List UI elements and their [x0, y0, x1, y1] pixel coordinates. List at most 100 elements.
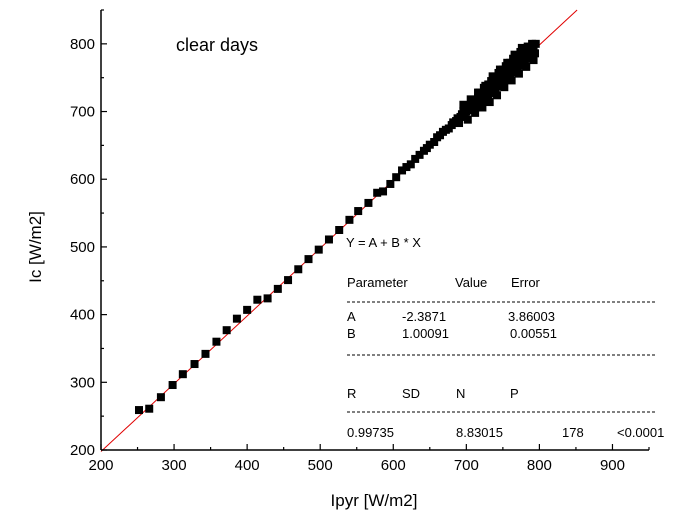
data-point — [531, 49, 540, 58]
data-point — [294, 265, 303, 274]
data-point — [402, 163, 411, 172]
data-point — [406, 160, 415, 169]
data-point — [430, 138, 439, 146]
fit-row-b-name: B — [347, 326, 356, 341]
fit-row-a-error: 3.86003 — [508, 309, 555, 324]
data-point — [392, 173, 401, 182]
x-tick-label: 900 — [600, 457, 625, 474]
data-point — [324, 235, 333, 244]
x-tick-label: 600 — [381, 457, 406, 474]
data-point — [471, 104, 480, 113]
data-point — [253, 295, 262, 304]
data-point — [523, 54, 532, 63]
fit-row-b-value: 1.00091 — [402, 326, 449, 341]
data-point — [201, 349, 210, 358]
data-point — [510, 50, 519, 59]
stats-header-r: R — [347, 386, 356, 401]
data-point — [509, 68, 518, 77]
x-tick-label: 800 — [527, 457, 552, 474]
y-tick-label: 700 — [70, 104, 95, 121]
data-point — [134, 406, 143, 415]
x-axis-label: Ipyr [W/m2] — [331, 491, 418, 510]
annotation-clear-days: clear days — [176, 35, 258, 55]
data-point — [466, 106, 475, 115]
y-tick-label: 400 — [70, 307, 95, 324]
data-point — [263, 294, 272, 303]
data-point — [503, 58, 512, 67]
fit-header-value: Value — [455, 275, 487, 290]
data-point — [463, 115, 472, 124]
data-point — [232, 314, 241, 323]
data-point — [304, 255, 313, 264]
data-point — [222, 326, 231, 335]
x-ticks: 200 300 400 500 600 700 800 900 — [88, 444, 650, 474]
data-point — [495, 65, 504, 74]
stats-value-p: <0.0001 — [617, 425, 664, 440]
y-tick-label: 800 — [70, 36, 95, 53]
x-tick-label: 500 — [308, 457, 333, 474]
data-point — [493, 91, 502, 100]
data-point — [522, 62, 531, 71]
data-point — [471, 108, 480, 117]
data-point — [484, 94, 493, 102]
data-point — [460, 111, 469, 120]
x-tick-label: 700 — [454, 457, 479, 474]
data-point — [373, 188, 382, 197]
data-point — [466, 95, 475, 104]
data-point — [529, 56, 538, 65]
x-tick-label: 300 — [162, 457, 187, 474]
data-point — [273, 284, 282, 293]
fit-header-parameter: Parameter — [347, 275, 408, 290]
data-point — [517, 43, 526, 52]
data-point — [507, 76, 516, 85]
data-point — [212, 337, 221, 346]
data-point — [479, 97, 488, 106]
data-point — [501, 75, 510, 84]
data-point — [386, 179, 395, 188]
data-point — [354, 207, 363, 216]
stats-header-n: N — [456, 386, 465, 401]
data-point — [494, 82, 503, 91]
y-tick-label: 600 — [70, 171, 95, 188]
data-point — [178, 370, 187, 379]
y-tick-label: 300 — [70, 374, 95, 391]
data-point — [488, 72, 497, 81]
stats-value-n: 178 — [562, 425, 584, 440]
data-point — [474, 88, 483, 97]
data-point — [516, 61, 525, 70]
fit-header-error: Error — [511, 275, 541, 290]
data-point — [156, 393, 165, 402]
data-point — [455, 119, 464, 128]
data-point — [500, 83, 509, 92]
y-tick-label: 500 — [70, 239, 95, 256]
y-tick-label: 200 — [70, 442, 95, 459]
stats-value-r: 0.99735 — [347, 425, 394, 440]
data-point — [425, 140, 434, 149]
data-point — [345, 215, 354, 224]
y-axis-label: Ic [W/m2] — [26, 211, 45, 283]
x-tick-label: 400 — [235, 457, 260, 474]
x-tick-label: 200 — [88, 457, 113, 474]
data-point — [520, 58, 529, 67]
data-point — [411, 154, 420, 163]
data-point — [531, 39, 540, 48]
data-point — [485, 98, 494, 107]
data-point — [314, 245, 323, 254]
fit-table: Y = A + B * X Parameter Value Error A -2… — [346, 235, 664, 440]
stats-header-p: P — [510, 386, 519, 401]
data-point — [364, 198, 373, 207]
fit-equation: Y = A + B * X — [346, 235, 421, 250]
data-point — [379, 187, 388, 196]
data-point — [481, 81, 490, 90]
data-point — [335, 226, 344, 234]
data-point — [459, 100, 468, 109]
fit-row-a-name: A — [347, 309, 356, 324]
data-point — [478, 103, 487, 112]
stats-value-sd: 8.83015 — [456, 425, 503, 440]
data-point — [284, 276, 293, 285]
data-point — [145, 404, 154, 413]
data-point — [415, 150, 424, 159]
data-point — [487, 89, 496, 98]
data-point — [190, 360, 199, 369]
